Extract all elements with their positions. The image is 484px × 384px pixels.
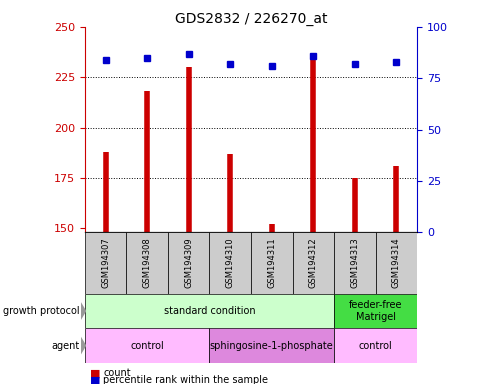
Text: GSM194311: GSM194311 [267, 238, 276, 288]
Text: control: control [358, 341, 392, 351]
Bar [333, 232, 375, 294]
Bar [85, 328, 209, 363]
Text: ■: ■ [90, 368, 100, 378]
Text: ■: ■ [90, 375, 100, 384]
Bar [85, 232, 126, 294]
Text: GSM194314: GSM194314 [391, 238, 400, 288]
Bar [126, 232, 167, 294]
Text: GSM194313: GSM194313 [349, 238, 359, 288]
Polygon shape [80, 301, 86, 321]
Bar [333, 294, 416, 328]
Text: GSM194309: GSM194309 [184, 238, 193, 288]
Text: GSM194310: GSM194310 [225, 238, 234, 288]
Text: growth protocol: growth protocol [3, 306, 80, 316]
Text: count: count [103, 368, 131, 378]
Bar [251, 232, 292, 294]
Text: agent: agent [52, 341, 80, 351]
Text: GSM194308: GSM194308 [142, 238, 151, 288]
Text: sphingosine-1-phosphate: sphingosine-1-phosphate [210, 341, 333, 351]
Bar [333, 328, 416, 363]
Bar [209, 328, 333, 363]
Text: GSM194307: GSM194307 [101, 238, 110, 288]
Text: control: control [130, 341, 164, 351]
Bar [375, 232, 416, 294]
Title: GDS2832 / 226270_at: GDS2832 / 226270_at [174, 12, 327, 26]
Text: feeder-free
Matrigel: feeder-free Matrigel [348, 300, 402, 322]
Bar [167, 232, 209, 294]
Text: GSM194312: GSM194312 [308, 238, 317, 288]
Text: percentile rank within the sample: percentile rank within the sample [103, 375, 268, 384]
Bar [85, 294, 333, 328]
Bar [209, 232, 251, 294]
Text: standard condition: standard condition [163, 306, 255, 316]
Bar [292, 232, 333, 294]
Polygon shape [80, 336, 86, 355]
